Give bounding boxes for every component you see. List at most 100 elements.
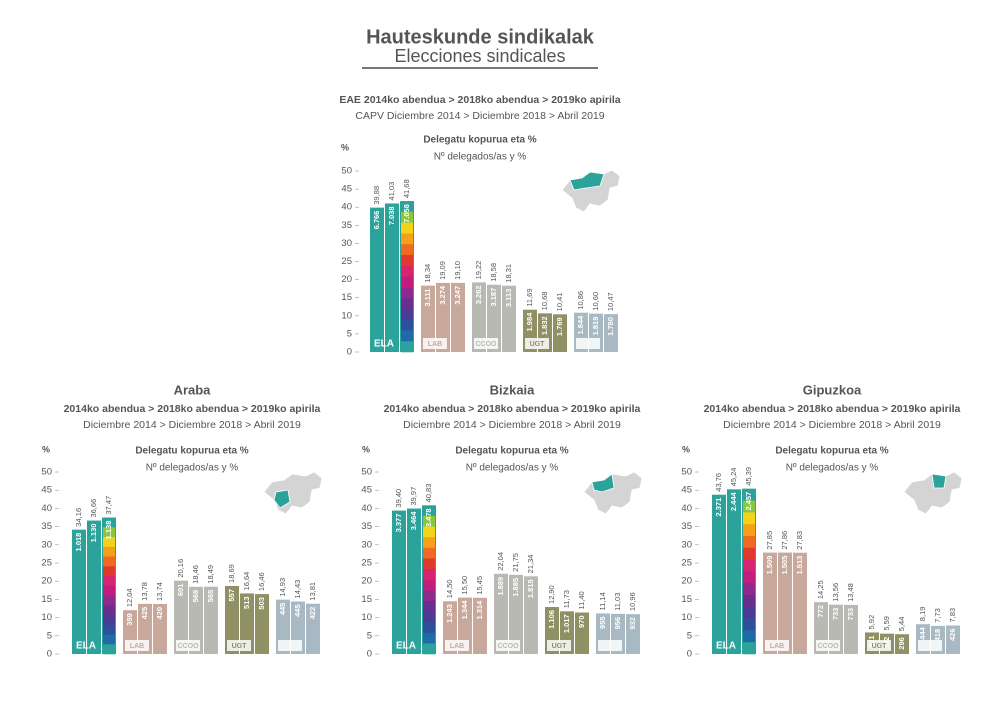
count-label: 955 <box>598 616 607 629</box>
bar-stripe <box>743 512 755 525</box>
value-label: 7,73 <box>933 608 942 623</box>
value-label: 5,92 <box>867 615 876 630</box>
map-icon <box>583 471 643 515</box>
bar-stripe <box>423 547 435 559</box>
count-label: 1.769 <box>555 317 564 336</box>
value-label: 34,16 <box>74 508 83 527</box>
bar <box>407 508 421 654</box>
category-logo: UGT <box>552 643 568 650</box>
region-title: Bizkaia <box>490 382 536 397</box>
bar-stripe <box>423 515 435 527</box>
count-label: 7.038 <box>387 206 396 225</box>
bar <box>778 552 792 654</box>
y-tick-label: 10 <box>41 612 52 623</box>
y-tick-label: 20 <box>341 274 352 285</box>
category-logo: LAB <box>428 341 442 348</box>
bar-stripe <box>423 579 435 591</box>
count-label: 3.478 <box>424 508 433 527</box>
value-label: 18,31 <box>504 264 513 283</box>
count-label: 3.464 <box>409 511 418 531</box>
map-highlight <box>591 473 615 493</box>
count-label: 601 <box>176 584 185 597</box>
logo-box <box>176 640 200 651</box>
bar <box>174 580 188 654</box>
metric-eu: Delegatu kopurua eta % <box>135 446 248 457</box>
category-logo: LAB <box>450 643 464 650</box>
count-label: 1.780 <box>606 317 615 336</box>
y-tick-label: 25 <box>681 558 692 569</box>
bar <box>473 597 487 654</box>
bar <box>502 285 516 352</box>
count-label: 1.984 <box>525 312 534 332</box>
value-label: 8,19 <box>918 607 927 622</box>
value-label: 14,50 <box>445 579 454 598</box>
value-label: 11,69 <box>525 288 534 306</box>
y-tick-label: 25 <box>341 256 352 267</box>
bar <box>895 634 909 654</box>
region-title: Araba <box>174 382 212 397</box>
map-icon <box>561 169 621 213</box>
bar-stripe <box>743 606 755 619</box>
bar <box>793 552 807 654</box>
bar <box>626 614 640 654</box>
value-label: 5,44 <box>897 617 906 632</box>
y-tick-label: 50 <box>341 166 352 177</box>
y-tick-label: 0 <box>367 649 372 660</box>
y-tick-label: 30 <box>41 539 52 550</box>
y-tick-label: 35 <box>41 521 52 532</box>
value-label: 10,47 <box>606 292 615 311</box>
value-label: 16,64 <box>242 572 251 591</box>
count-label: 932 <box>628 617 637 630</box>
count-label: 420 <box>155 607 164 620</box>
bar <box>421 285 435 352</box>
count-label: 733 <box>831 608 840 621</box>
map-highlight <box>931 473 947 489</box>
value-label: 15,45 <box>475 576 484 595</box>
value-label: 10,68 <box>540 292 549 311</box>
y-tick-label: 45 <box>341 184 352 195</box>
count-label: 426 <box>948 628 957 641</box>
category-logo: UGT <box>872 643 888 650</box>
bar-stripe <box>423 632 435 644</box>
count-label: 1.505 <box>780 556 789 575</box>
bar <box>494 573 508 654</box>
period-es: Diciembre 2014 > Diciembre 2018 > Abril … <box>83 419 301 431</box>
y-tick-label: 45 <box>41 485 52 496</box>
count-label: 956 <box>613 617 622 630</box>
value-label: 41,68 <box>402 179 411 198</box>
count-label: 2.457 <box>744 492 753 511</box>
region-title: Gipuzkoa <box>803 382 862 397</box>
value-label: 5,59 <box>882 616 891 631</box>
value-label: 11,14 <box>598 592 607 610</box>
metric-eu: Delegatu kopurua eta % <box>455 446 568 457</box>
count-label: 425 <box>140 607 149 620</box>
value-label: 39,40 <box>394 489 403 508</box>
bar <box>509 574 523 654</box>
y-axis-label: % <box>341 142 349 152</box>
category-logo: CCOO <box>498 643 520 650</box>
bar-stripe <box>401 201 413 213</box>
value-label: 19,10 <box>453 261 462 280</box>
y-tick-label: 30 <box>681 539 692 550</box>
count-label: 1.885 <box>511 578 520 597</box>
bar-stripe <box>103 615 115 626</box>
bar <box>472 282 486 352</box>
map-highlight <box>273 489 291 509</box>
y-tick-label: 10 <box>361 612 372 623</box>
value-label: 14,93 <box>278 578 287 597</box>
bar <box>844 604 858 654</box>
bar-stripe <box>423 643 435 655</box>
value-label: 7,83 <box>948 608 957 623</box>
main-title: Hauteskunde sindikalak <box>366 26 595 48</box>
value-label: 11,40 <box>577 591 586 609</box>
value-label: 13,48 <box>846 583 855 602</box>
count-label: 1.106 <box>547 610 556 629</box>
y-axis-label: % <box>362 444 370 454</box>
logo-box <box>445 640 469 651</box>
y-tick-label: 40 <box>41 503 52 514</box>
bar-stripe <box>743 524 755 537</box>
y-tick-label: 15 <box>341 292 352 303</box>
bar-stripe <box>743 594 755 608</box>
y-tick-label: 0 <box>347 347 352 358</box>
